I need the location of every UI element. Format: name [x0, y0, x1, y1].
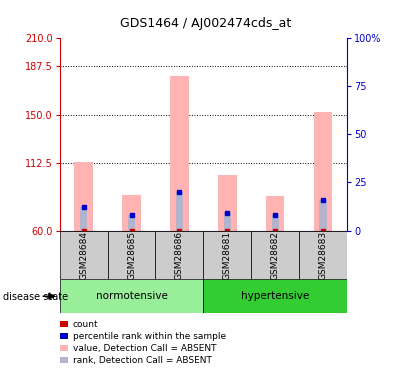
Bar	[203, 279, 347, 313]
Bar	[60, 279, 203, 313]
Bar	[266, 196, 284, 231]
Text: value, Detection Call = ABSENT: value, Detection Call = ABSENT	[73, 344, 216, 353]
Text: GSM28682: GSM28682	[271, 231, 280, 279]
Bar	[218, 175, 236, 231]
Bar	[60, 321, 68, 327]
Bar	[74, 162, 92, 231]
Bar	[155, 231, 203, 279]
Bar	[122, 195, 141, 231]
Bar	[314, 112, 332, 231]
Text: hypertensive: hypertensive	[241, 291, 309, 301]
Text: GSM28684: GSM28684	[79, 231, 88, 279]
Bar	[60, 333, 68, 339]
Bar	[128, 215, 135, 231]
Bar	[60, 345, 68, 351]
Text: GSM28685: GSM28685	[127, 230, 136, 280]
Bar	[170, 76, 189, 231]
Bar	[272, 215, 279, 231]
Text: GSM28686: GSM28686	[175, 230, 184, 280]
Text: GDS1464 / AJ002474cds_at: GDS1464 / AJ002474cds_at	[120, 17, 291, 30]
Bar	[224, 213, 231, 231]
Bar	[203, 231, 252, 279]
Bar	[60, 357, 68, 363]
Bar	[80, 207, 88, 231]
Text: disease state: disease state	[3, 292, 68, 302]
Text: count: count	[73, 320, 98, 329]
Bar	[252, 231, 299, 279]
Text: GSM28683: GSM28683	[319, 230, 328, 280]
Bar	[319, 200, 327, 231]
Text: rank, Detection Call = ABSENT: rank, Detection Call = ABSENT	[73, 356, 212, 365]
Bar	[299, 231, 347, 279]
Text: percentile rank within the sample: percentile rank within the sample	[73, 332, 226, 341]
Bar	[175, 192, 183, 231]
Text: GSM28681: GSM28681	[223, 230, 232, 280]
Text: normotensive: normotensive	[96, 291, 167, 301]
Bar	[108, 231, 155, 279]
Bar	[60, 231, 108, 279]
